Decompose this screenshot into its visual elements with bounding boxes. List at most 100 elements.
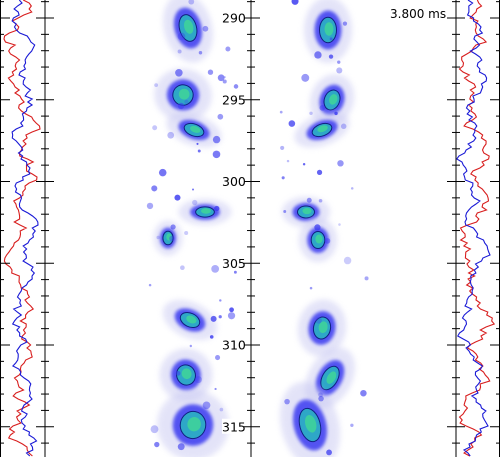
intensity-speck	[210, 315, 217, 322]
intensity-blob	[304, 0, 352, 63]
intensity-speck	[318, 395, 324, 402]
right-profile-trace-blue	[456, 0, 491, 457]
intensity-speck	[212, 150, 221, 159]
intensity-speck	[158, 168, 167, 177]
intensity-speck	[342, 21, 348, 26]
intensity-speck	[180, 265, 185, 271]
intensity-speck	[148, 283, 152, 287]
intensity-speck	[318, 198, 323, 203]
intensity-speck	[302, 163, 306, 166]
intensity-speck	[177, 32, 186, 41]
left-profile-panel	[3, 0, 41, 457]
intensity-blob	[159, 348, 213, 402]
left-profile-trace-blue	[11, 0, 39, 457]
intensity-speck	[191, 188, 195, 191]
intensity-speck	[229, 307, 234, 313]
intensity-speck	[309, 286, 313, 290]
intensity-blob	[309, 74, 355, 126]
intensity-speck	[337, 60, 341, 64]
intensity-speck	[316, 169, 323, 175]
intensity-speck	[192, 199, 198, 206]
intensity-speck	[291, 0, 299, 5]
intensity-speck	[233, 270, 237, 274]
intensity-speck	[194, 376, 202, 384]
intensity-speck	[314, 224, 321, 231]
intensity-blob	[166, 112, 222, 148]
intensity-speck	[151, 185, 158, 192]
time-readout: 3.800 ms	[390, 7, 446, 21]
intensity-speck	[198, 51, 203, 55]
intensity-speck	[209, 335, 214, 339]
intensity-blob	[157, 389, 229, 457]
intensity-speck	[202, 401, 211, 410]
intensity-speck	[319, 105, 326, 111]
intensity-speck	[177, 102, 185, 110]
intensity-speck	[284, 398, 290, 405]
intensity-blob	[163, 0, 213, 63]
intensity-speck	[184, 231, 189, 236]
intensity-speck	[360, 389, 367, 397]
tick-label-backdrop	[222, 173, 244, 189]
axis-tick-label: 305	[222, 256, 246, 271]
left-profile-trace-red	[3, 0, 41, 457]
intensity-speck	[334, 111, 338, 116]
axis-tick-label: 300	[222, 174, 246, 189]
intensity-speck	[219, 299, 222, 302]
intensity-blob	[162, 299, 218, 341]
intensity-speck	[211, 264, 220, 273]
intensity-speck	[350, 423, 354, 427]
intensity-speck	[324, 238, 331, 244]
intensity-speck	[217, 113, 224, 120]
intensity-blob	[298, 218, 338, 262]
right-profile-panel	[456, 0, 496, 457]
tick-label-backdrop	[222, 10, 244, 25]
intensity-blob	[154, 68, 212, 122]
intensity-speck	[146, 202, 154, 210]
intensity-speck	[301, 73, 310, 82]
intensity-speck	[337, 160, 344, 167]
intensity-speck	[279, 110, 283, 114]
tick-label-backdrop	[222, 418, 244, 434]
intensity-speck	[225, 46, 231, 52]
intensity-speck	[212, 135, 221, 144]
intensity-speck	[184, 99, 189, 105]
intensity-speck	[154, 441, 160, 448]
intensity-speck	[338, 223, 341, 226]
intensity-speck	[197, 149, 201, 153]
intensity-speck	[286, 159, 290, 163]
intensity-speck	[336, 67, 343, 74]
right-profile-trace-red	[458, 0, 496, 457]
intensity-speck	[315, 316, 322, 324]
intensity-speck	[177, 443, 185, 451]
axis-tick-label: 290	[222, 11, 246, 26]
main-image-panel	[146, 0, 369, 457]
intensity-speck	[177, 49, 182, 54]
intensity-speck	[188, 0, 195, 5]
intensity-speck	[175, 370, 181, 376]
intensity-blob	[279, 381, 341, 457]
intensity-blob	[297, 299, 347, 357]
intensity-speck	[306, 197, 312, 203]
intensity-blob	[153, 220, 183, 256]
tick-label-backdrop	[222, 91, 244, 107]
intensity-speck	[169, 235, 175, 242]
intensity-speck	[215, 355, 221, 361]
intensity-speck	[156, 235, 160, 240]
intensity-speck	[154, 83, 159, 88]
intensity-blob	[178, 198, 232, 226]
axis-tick-label: 315	[222, 419, 246, 434]
intensity-speck	[207, 69, 214, 75]
axis-tick-label: 310	[222, 338, 246, 353]
intensity-speck	[196, 142, 199, 145]
intensity-speck	[219, 407, 224, 412]
intensity-speck	[170, 224, 176, 230]
intensity-speck	[233, 84, 239, 89]
intensity-speck	[218, 315, 222, 319]
intensity-speck	[283, 210, 287, 213]
intensity-speck	[227, 312, 236, 320]
intensity-speck	[222, 79, 227, 84]
intensity-speck	[175, 69, 183, 77]
intensity-speck	[174, 194, 181, 201]
intensity-speck	[343, 256, 352, 265]
